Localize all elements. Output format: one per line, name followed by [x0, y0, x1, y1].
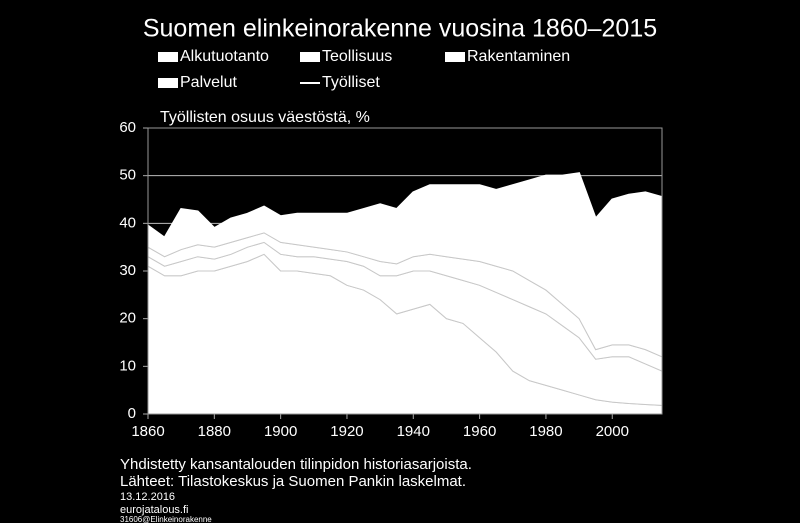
legend-swatch: [158, 52, 178, 62]
legend-label: Rakentaminen: [467, 48, 570, 65]
line: [147, 172, 663, 240]
legend-label: Työlliset: [322, 74, 380, 91]
y-tick-label: 0: [128, 405, 136, 422]
legend-swatch: [158, 78, 178, 88]
x-tick-label: 1940: [397, 423, 430, 440]
y-tick-label: 20: [119, 310, 136, 327]
legend-swatch: [300, 52, 320, 62]
x-tick-label: 1920: [330, 423, 363, 440]
y-tick-label: 60: [119, 119, 136, 136]
y-tick-label: 40: [119, 214, 136, 231]
note: Yhdistetty kansantalouden tilinpidon his…: [120, 456, 472, 473]
chart-title: Suomen elinkeinorakenne vuosina 1860–201…: [143, 15, 657, 43]
y-tick-label: 30: [119, 262, 136, 279]
legend-label: Alkutuotanto: [180, 48, 269, 65]
x-tick-label: 2000: [596, 423, 629, 440]
note: Lähteet: Tilastokeskus ja Suomen Pankin …: [120, 473, 466, 490]
note: 13.12.2016: [120, 491, 175, 503]
x-tick-label: 1960: [463, 423, 496, 440]
legend-label: Palvelut: [180, 74, 237, 91]
x-tick-label: 1860: [131, 423, 164, 440]
note: 31606@Elinkeinorakenne: [120, 515, 212, 523]
legend-swatch: [445, 52, 465, 62]
x-tick-label: 1980: [529, 423, 562, 440]
y-axis-label: Työllisten osuus väestöstä, %: [160, 109, 370, 126]
legend-label: Teollisuus: [322, 48, 392, 65]
x-tick-label: 1880: [198, 423, 231, 440]
plot-frame: [147, 127, 663, 415]
note: eurojatalous.fi: [120, 504, 189, 516]
y-tick-label: 50: [119, 167, 136, 184]
y-tick-label: 10: [119, 357, 136, 374]
x-tick-label: 1900: [264, 423, 297, 440]
